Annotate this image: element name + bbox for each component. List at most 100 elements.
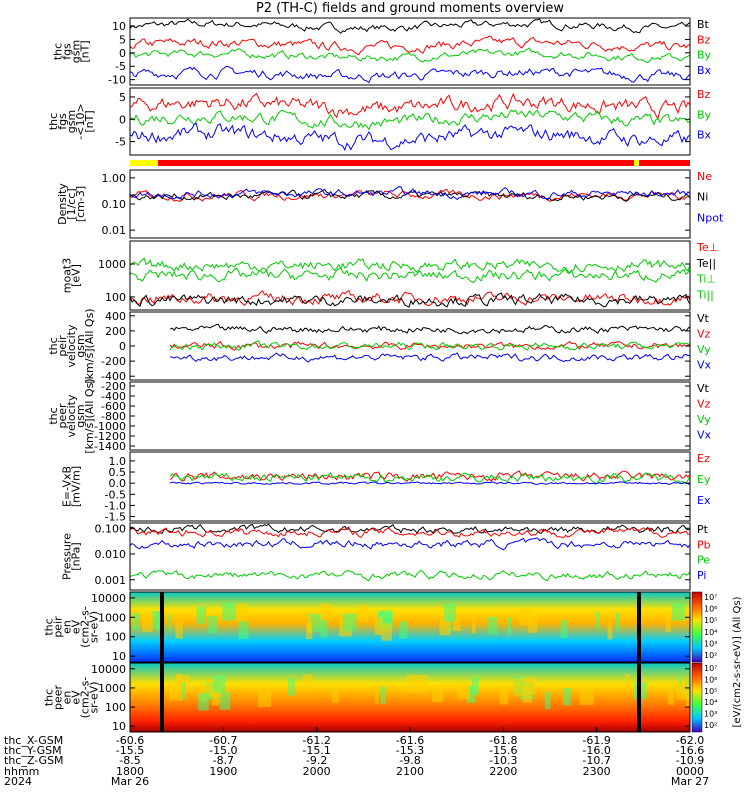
y-tick-label: 200: [105, 325, 126, 338]
data-gap: [637, 592, 641, 662]
y-tick-label: 0.0: [109, 477, 127, 490]
y-tick-label: 0.001: [95, 574, 127, 587]
series-By: [130, 47, 690, 64]
y-tick-label: -200: [101, 380, 126, 393]
footer-value-y: -15.6: [489, 744, 517, 757]
y-axis-label: thcpeirvelocitygsm[km/s](All Qs): [47, 308, 96, 383]
legend-entry: Bz: [697, 88, 711, 101]
colorbar: [691, 591, 703, 663]
colorbar-tick-label: 10²: [704, 651, 717, 660]
footer-date: Mar 27: [671, 775, 709, 788]
panel-plot-area: [130, 592, 690, 662]
series-Pi: [130, 537, 690, 551]
spectrogram-patch: [668, 687, 674, 705]
spectrogram-patch: [288, 678, 295, 696]
spectrogram-patch: [358, 604, 369, 623]
colorbar-tick-label: 10⁷: [704, 664, 717, 673]
y-axis-label-line: [nT]: [79, 40, 92, 62]
series-Bz: [130, 92, 690, 121]
spectrogram-patch: [471, 677, 479, 695]
y-axis-label-line: fgs: [56, 113, 69, 130]
legend-entry: Vz: [697, 398, 711, 411]
legend-entry: Pb: [697, 538, 711, 551]
y-axis-label-line: gsm: [74, 334, 87, 357]
footer-row-label: thc_X-GSM: [4, 734, 63, 747]
y-axis-label-line: moat3: [61, 258, 74, 294]
spectrogram-patch: [175, 620, 183, 639]
panel-9: 10000 1000 100 10 thcpeireneV(cm2-s-sr-eV): [43, 591, 691, 663]
y-tick-label: 1000: [98, 611, 126, 624]
colorbar-tick-label: 10⁷: [704, 593, 717, 602]
y-tick-label: 0.100: [95, 522, 127, 535]
series-By: [130, 109, 690, 131]
y-tick-label: -400: [101, 370, 126, 383]
spectrogram-patch: [607, 621, 613, 640]
spectrogram-patch: [527, 615, 538, 633]
spectrogram-patch: [342, 613, 357, 632]
y-axis-label: thcfgsgsm[nT]: [52, 40, 92, 63]
spectrogram-patch: [412, 675, 428, 693]
spectrogram-patch: [381, 623, 392, 641]
series-Ti||: [130, 257, 690, 274]
y-axis-label-line: peir: [52, 616, 65, 638]
status-bar-yellow: [634, 160, 639, 166]
footer-value-hhmm: 1900: [209, 765, 237, 778]
spectrogram-patch: [387, 611, 393, 630]
y-axis-label-line: eV: [70, 690, 83, 705]
legend-entry: Ne: [697, 170, 712, 183]
panel-plot-area: [169, 323, 690, 363]
y-tick-label: 100: [105, 291, 126, 304]
spectrogram-patch: [196, 606, 207, 625]
y-axis-label-line: [eV]: [70, 264, 83, 287]
y-tick-label: -10: [108, 74, 126, 87]
y-tick-label: 10: [112, 720, 126, 733]
spectrogram-patch: [320, 603, 331, 621]
spectrogram-patch: [507, 617, 512, 635]
spectrogram-patch: [302, 674, 313, 692]
y-axis-label-line: eV: [70, 619, 83, 634]
footer-value-x: -61.8: [489, 734, 517, 747]
y-axis-label-line: [nPa]: [70, 542, 83, 570]
series-Ey: [169, 472, 690, 484]
footer-value-x: -60.6: [116, 734, 144, 747]
panel-3: 1.00 0.10 0.01 Density[1/cc][cm-3] Ne Ni Npot: [56, 169, 724, 239]
y-tick-label: -1.0: [105, 499, 126, 512]
spectrogram-patch: [406, 674, 416, 692]
y-tick-label: 0.10: [102, 198, 127, 211]
data-gap: [160, 592, 164, 662]
y-axis-label-line: peer: [52, 685, 65, 711]
y-axis-label-line: [1/cc]: [65, 188, 78, 219]
y-tick-label: 0: [119, 47, 126, 60]
footer-row-label: hhmm: [4, 765, 39, 778]
y-tick-label: -5: [115, 136, 126, 149]
panel-plot-area: [130, 257, 690, 308]
y-tick-label: -1000: [94, 420, 126, 433]
colorbar-label: [eV/(cm2-s-sr-eV)] (All Qs): [732, 596, 743, 727]
spectrogram-patch: [562, 687, 571, 706]
y-axis-label-line: E=-VxB: [61, 466, 74, 507]
y-axis-label: Pressure[nPa]: [61, 533, 83, 580]
footer-value-y: -15.0: [209, 744, 237, 757]
series-Te||: [130, 292, 690, 308]
y-axis-label-line: thc: [43, 689, 56, 706]
series-Ex: [169, 481, 690, 485]
y-axis-label-line: (cm2-s-: [79, 677, 92, 719]
footer-value-hhmm: 1800: [116, 765, 144, 778]
panel-8: 0.100 0.010 0.001 Pressure[nPa] Pt Pb Pe Pi: [61, 522, 711, 591]
y-axis-label-line: gsm: [70, 40, 83, 63]
panel-10: 10000 1000 100 10 thcpeereneV(cm2-s-sr-eV): [43, 662, 691, 733]
y-axis-label-line: thc: [43, 618, 56, 635]
panel-plot-area: [130, 18, 690, 84]
footer-value-z: -8.5: [119, 754, 140, 767]
legend-entry: By: [697, 108, 712, 121]
footer-value-y: -16.0: [582, 744, 610, 757]
y-axis-label-line: peer: [56, 403, 69, 429]
spectrogram-patch: [169, 683, 183, 701]
spectrogram-patch: [219, 692, 231, 710]
series-Pb: [130, 526, 690, 539]
footer-value-z: -10.7: [582, 754, 610, 767]
y-axis-label-line: thc: [47, 407, 60, 424]
y-axis-label-line: gsm: [65, 110, 78, 133]
y-tick-label: 0.010: [95, 548, 127, 561]
status-bar: [130, 160, 690, 166]
